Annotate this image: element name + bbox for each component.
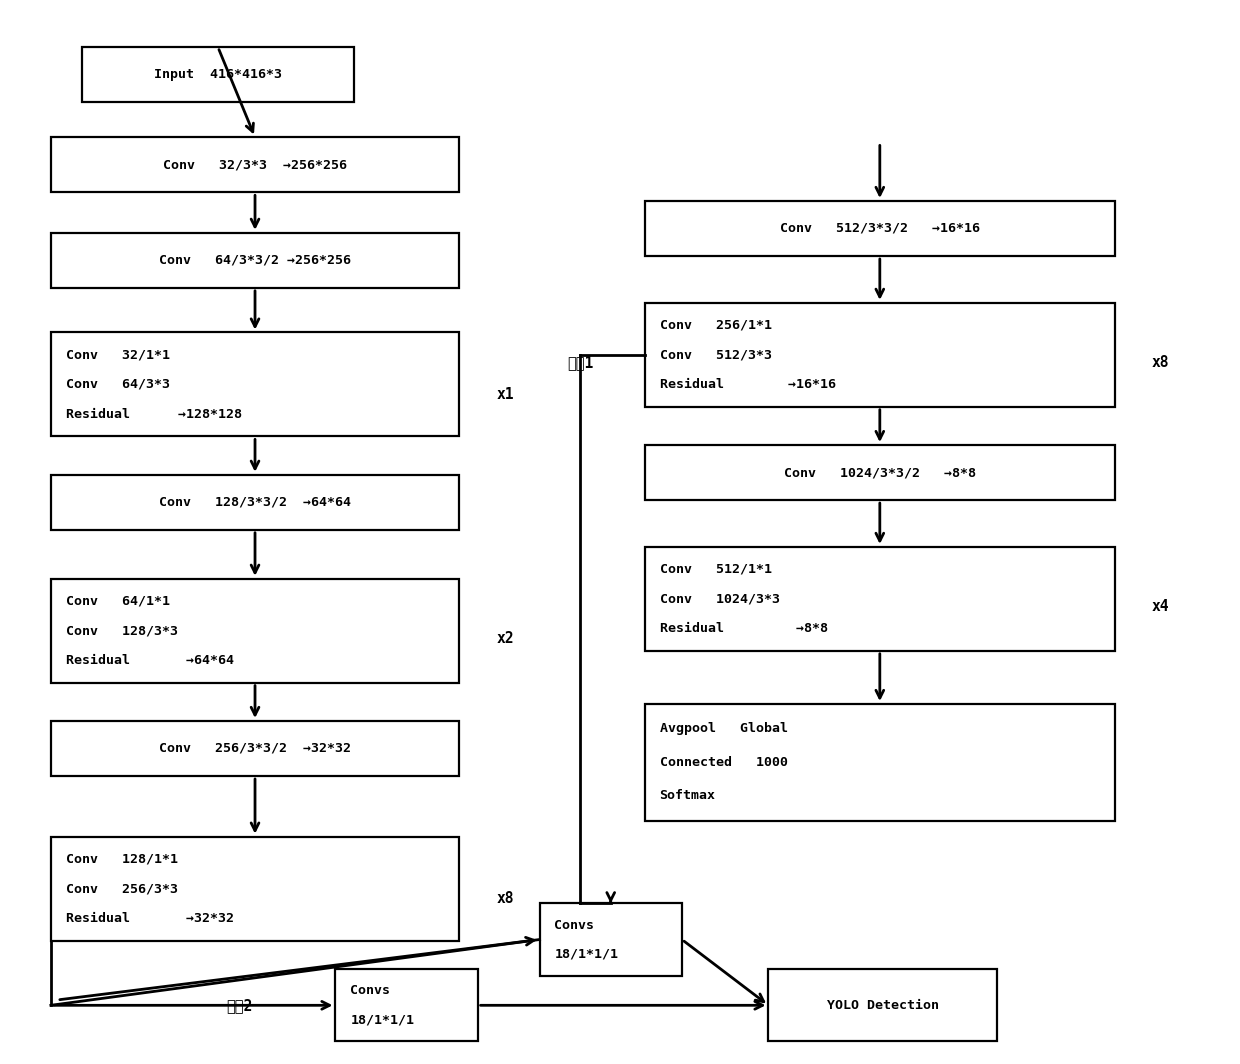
Text: Residual         →8*8: Residual →8*8 [660,622,827,635]
Text: Softmax: Softmax [660,789,715,802]
Text: Conv   256/3*3: Conv 256/3*3 [66,882,177,895]
Text: Conv   1024/3*3: Conv 1024/3*3 [660,593,780,605]
Bar [51,233,459,288]
Text: Connected   1000: Connected 1000 [660,755,787,769]
Text: Input  416*416*3: Input 416*416*3 [154,68,281,81]
Bar [539,903,682,976]
Bar [51,332,459,436]
Text: Residual       →64*64: Residual →64*64 [66,654,233,667]
Text: Conv   512/1*1: Conv 512/1*1 [660,563,771,576]
Text: Conv   32/3*3  →256*256: Conv 32/3*3 →256*256 [162,159,347,171]
Text: Conv   256/3*3/2  →32*32: Conv 256/3*3/2 →32*32 [159,742,351,755]
Bar [51,836,459,941]
Text: Residual        →16*16: Residual →16*16 [660,378,836,390]
Bar [645,547,1115,651]
Text: Conv   64/3*3/2 →256*256: Conv 64/3*3/2 →256*256 [159,254,351,267]
Bar [336,969,477,1042]
Text: Residual      →128*128: Residual →128*128 [66,408,242,420]
Text: x4: x4 [1152,599,1169,614]
Text: Conv   1024/3*3/2   →8*8: Conv 1024/3*3/2 →8*8 [784,466,976,479]
Text: Convs: Convs [350,984,391,997]
Text: x8: x8 [1152,354,1169,369]
Text: Conv   128/3*3/2  →64*64: Conv 128/3*3/2 →64*64 [159,496,351,509]
Bar [645,445,1115,500]
Text: 尺度1: 尺度1 [567,354,594,369]
Text: 尺度2: 尺度2 [226,998,252,1013]
Bar [51,137,459,193]
Text: 18/1*1/1: 18/1*1/1 [554,947,619,961]
Text: Conv   256/1*1: Conv 256/1*1 [660,318,771,332]
Text: Conv   128/1*1: Conv 128/1*1 [66,852,177,865]
Bar [82,47,353,102]
Bar [645,303,1115,406]
Text: x1: x1 [496,386,513,401]
Text: x8: x8 [496,891,513,905]
Bar [645,704,1115,820]
Text: Convs: Convs [554,918,594,932]
Text: Conv   128/3*3: Conv 128/3*3 [66,625,177,637]
Bar [769,969,997,1042]
Text: 18/1*1/1: 18/1*1/1 [350,1013,414,1027]
Bar [51,721,459,776]
Text: Residual       →32*32: Residual →32*32 [66,912,233,925]
Text: YOLO Detection: YOLO Detection [827,999,939,1012]
Text: Conv   512/3*3/2   →16*16: Conv 512/3*3/2 →16*16 [780,222,980,235]
Text: Conv   64/1*1: Conv 64/1*1 [66,595,170,608]
Text: Conv   64/3*3: Conv 64/3*3 [66,378,170,390]
Bar [645,201,1115,256]
Text: Conv   512/3*3: Conv 512/3*3 [660,348,771,362]
Text: Avgpool   Global: Avgpool Global [660,722,787,735]
Bar [51,579,459,683]
Text: x2: x2 [496,631,513,646]
Text: Conv   32/1*1: Conv 32/1*1 [66,348,170,362]
Bar [51,475,459,530]
